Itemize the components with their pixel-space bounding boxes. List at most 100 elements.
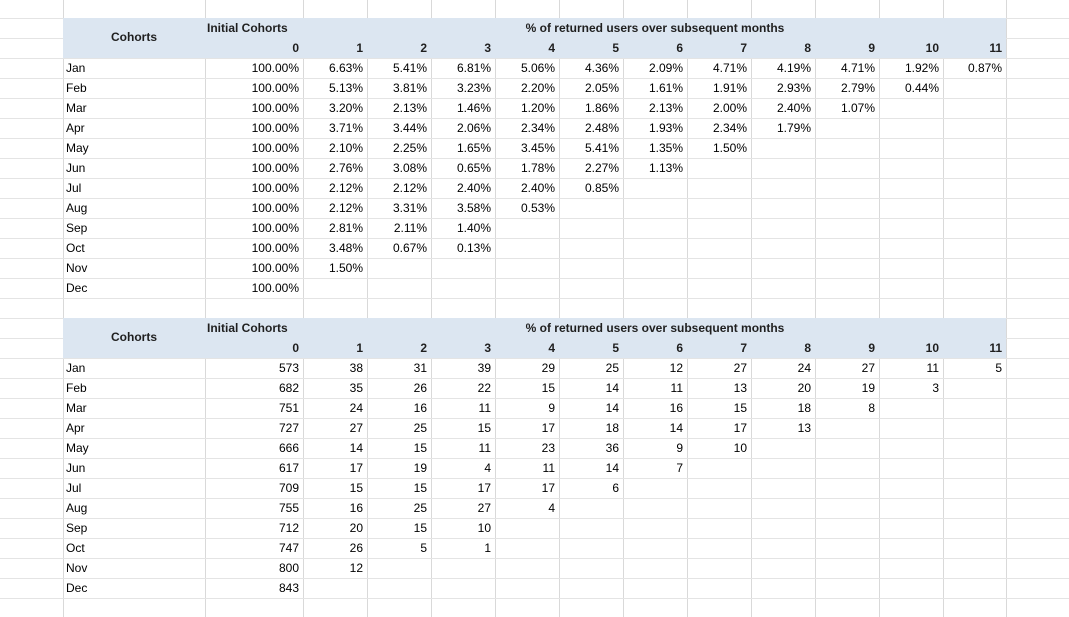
column-header-month-6[interactable]: 6 [676,41,683,55]
cohort-cell[interactable]: 3.20% [328,101,363,115]
cohorts-header[interactable]: Cohorts [111,330,157,344]
cohort-cell[interactable]: 11 [478,441,491,455]
cohort-cell[interactable]: 3.08% [392,161,427,175]
column-header-month-3[interactable]: 3 [484,341,491,355]
cohort-cell[interactable]: 2.27% [584,161,619,175]
cohort-month-label[interactable]: Apr [66,421,85,435]
cohort-cell[interactable]: 6 [612,481,619,495]
cohort-cell[interactable]: 747 [278,541,299,555]
cohort-cell[interactable]: 1.91% [712,81,747,95]
cohort-cell[interactable]: 2.34% [520,121,555,135]
cohort-cell[interactable]: 14 [669,421,683,435]
cohort-month-label[interactable]: Nov [66,561,88,575]
cohort-cell[interactable]: 751 [278,401,299,415]
cohort-cell[interactable]: 2.40% [776,101,811,115]
cohort-cell[interactable]: 100.00% [251,181,299,195]
cohort-cell[interactable]: 2.00% [712,101,747,115]
cohort-month-label[interactable]: Aug [66,201,88,215]
cohort-cell[interactable]: 3 [932,381,939,395]
returned-users-header[interactable]: % of returned users over subsequent mont… [525,321,785,335]
cohorts-header[interactable]: Cohorts [111,30,157,44]
column-header-month-5[interactable]: 5 [612,341,619,355]
cohort-cell[interactable]: 1.79% [776,121,811,135]
cohort-cell[interactable]: 19 [861,381,875,395]
column-header-month-7[interactable]: 7 [740,41,747,55]
cohort-cell[interactable]: 26 [349,541,363,555]
cohort-cell[interactable]: 27 [349,421,363,435]
cohort-cell[interactable]: 5.06% [520,61,555,75]
cohort-cell[interactable]: 2.13% [392,101,427,115]
column-header-month-11[interactable]: 11 [989,341,1002,355]
cohort-cell[interactable]: 12 [669,361,683,375]
cohort-cell[interactable]: 0.85% [584,181,619,195]
cohort-cell[interactable]: 100.00% [251,161,299,175]
cohort-cell[interactable]: 8 [868,401,875,415]
cohort-cell[interactable]: 17 [477,481,491,495]
cohort-cell[interactable]: 15 [413,441,427,455]
cohort-cell[interactable]: 709 [278,481,299,495]
cohort-cell[interactable]: 5 [995,361,1002,375]
cohort-cell[interactable]: 27 [477,501,491,515]
column-header-month-10[interactable]: 10 [925,41,939,55]
cohort-cell[interactable]: 4.71% [840,61,875,75]
cohort-cell[interactable]: 15 [413,481,427,495]
cohort-cell[interactable]: 2.34% [712,121,747,135]
cohort-cell[interactable]: 26 [413,381,427,395]
cohort-cell[interactable]: 29 [541,361,555,375]
cohort-cell[interactable]: 31 [413,361,427,375]
cohort-cell[interactable]: 1.13% [648,161,683,175]
column-header-month-9[interactable]: 9 [868,341,875,355]
cohort-cell[interactable]: 3.71% [328,121,363,135]
cohort-cell[interactable]: 4 [484,461,491,475]
cohort-cell[interactable]: 15 [477,421,491,435]
cohort-cell[interactable]: 1.86% [584,101,619,115]
cohort-cell[interactable]: 1.07% [840,101,875,115]
cohort-cell[interactable]: 1.61% [648,81,683,95]
cohort-month-label[interactable]: Jan [66,361,86,375]
cohort-cell[interactable]: 0.65% [456,161,491,175]
cohort-cell[interactable]: 17 [733,421,747,435]
cohort-cell[interactable]: 13 [733,381,747,395]
cohort-cell[interactable]: 2.25% [392,141,427,155]
cohort-cell[interactable]: 22 [477,381,491,395]
cohort-cell[interactable]: 0.44% [904,81,939,95]
cohort-month-label[interactable]: Oct [66,541,85,555]
cohort-cell[interactable]: 2.09% [648,61,683,75]
cohort-month-label[interactable]: Dec [66,281,88,295]
cohort-cell[interactable]: 2.20% [520,81,555,95]
cohort-cell[interactable]: 35 [349,381,363,395]
cohort-cell[interactable]: 100.00% [251,261,299,275]
cohort-cell[interactable]: 755 [278,501,299,515]
cohort-cell[interactable]: 666 [278,441,299,455]
cohort-month-label[interactable]: Mar [66,401,87,415]
cohort-cell[interactable]: 18 [605,421,619,435]
cohort-cell[interactable]: 2.11% [393,221,427,235]
initial-cohorts-header[interactable]: Initial Cohorts [207,21,288,35]
cohort-cell[interactable]: 15 [413,521,427,535]
column-header-month-1[interactable]: 1 [356,341,363,355]
cohort-cell[interactable]: 3.44% [392,121,427,135]
cohort-cell[interactable]: 15 [733,401,747,415]
cohort-cell[interactable]: 2.12% [328,201,363,215]
cohort-cell[interactable]: 2.10% [328,141,363,155]
cohort-cell[interactable]: 27 [861,361,875,375]
cohort-cell[interactable]: 16 [349,501,363,515]
cohort-cell[interactable]: 11 [926,361,939,375]
column-header-month-4[interactable]: 4 [548,341,555,355]
cohort-cell[interactable]: 9 [676,441,683,455]
cohort-cell[interactable]: 36 [605,441,619,455]
cohort-cell[interactable]: 24 [349,401,363,415]
cohort-cell[interactable]: 100.00% [251,101,299,115]
column-header-month-8[interactable]: 8 [804,41,811,55]
cohort-cell[interactable]: 17 [541,481,555,495]
cohort-cell[interactable]: 14 [605,401,619,415]
cohort-cell[interactable]: 2.93% [776,81,811,95]
column-header-month-3[interactable]: 3 [484,41,491,55]
column-header-month-0[interactable]: 0 [292,41,299,55]
cohort-cell[interactable]: 6.81% [456,61,491,75]
cohort-month-label[interactable]: Feb [66,81,87,95]
cohort-month-label[interactable]: May [66,141,89,155]
cohort-month-label[interactable]: Apr [66,121,85,135]
cohort-cell[interactable]: 6.63% [328,61,363,75]
cohort-month-label[interactable]: Jun [66,161,86,175]
